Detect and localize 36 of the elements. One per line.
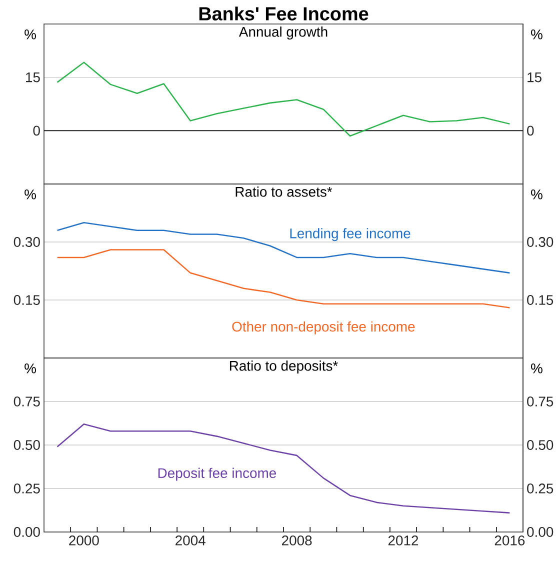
y2-axis-title: %: [531, 190, 542, 200]
chart-subtitle: Annual growth: [238, 26, 328, 40]
y2-tick-label: 0.30: [527, 237, 554, 247]
series-label: Lending fee income: [290, 228, 410, 242]
y2-tick-label: 0.50: [527, 440, 554, 450]
y-tick-label: 0.75: [14, 396, 40, 406]
x-tick-label: 2012: [388, 536, 418, 546]
y-tick-label: 0: [33, 126, 40, 136]
y2-tick-label: 0: [527, 126, 534, 136]
y-tick-label: 0.25: [14, 484, 40, 494]
x-tick-label: 2016: [494, 536, 525, 546]
y-tick-label: 0.30: [14, 237, 40, 247]
y-tick-label: 0.00: [14, 527, 40, 537]
y-axis-title: %: [24, 190, 36, 200]
y2-axis-title: %: [531, 364, 542, 374]
line-series: [56, 62, 510, 137]
y2-tick-label: 0.75: [527, 396, 554, 406]
series-label: Deposit fee income: [158, 468, 276, 481]
line-series: [56, 222, 510, 274]
x-tick-label: 2004: [176, 536, 206, 546]
x-tick-label: 2008: [282, 536, 312, 546]
y-axis-title: %: [24, 364, 36, 374]
y-tick-label: 15: [26, 72, 40, 82]
x-tick-label: 2000: [69, 536, 99, 546]
y-tick-label: 0.15: [14, 295, 40, 305]
y-axis-title: %: [24, 30, 36, 40]
y2-tick-label: 0.00: [527, 527, 554, 537]
y2-tick-label: 0.15: [527, 295, 554, 305]
chart-title: Ratio to assets*: [236, 186, 332, 197]
chart-title: Ratio to deposits*: [230, 360, 338, 374]
y-tick-label: 0.50: [14, 440, 40, 450]
series-label: Other non-deposit fee income: [232, 321, 415, 334]
chart-title: Banks' Fee Income: [199, 6, 368, 20]
y2-axis-title: %: [531, 30, 542, 40]
y2-tick-label: 15: [528, 72, 542, 82]
y2-tick-label: 0.25: [527, 484, 554, 494]
